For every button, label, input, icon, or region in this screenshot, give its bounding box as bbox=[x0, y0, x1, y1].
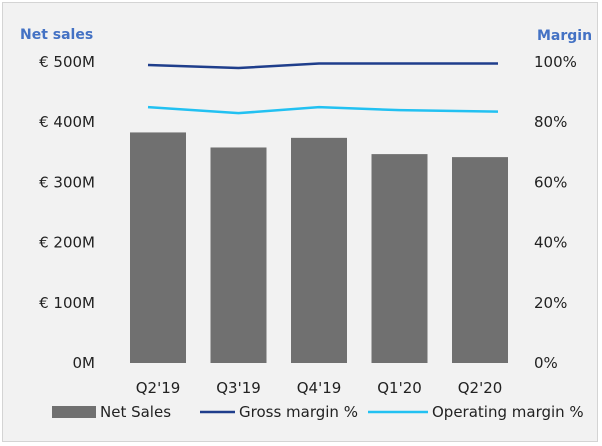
right-tick-label: 60% bbox=[534, 173, 567, 191]
legend-swatch-net-sales bbox=[52, 406, 96, 418]
net-sales-bar bbox=[291, 137, 347, 363]
left-tick-label: € 100M bbox=[39, 294, 95, 312]
category-label: Q2'20 bbox=[458, 379, 503, 397]
legend-label: Gross margin % bbox=[239, 403, 358, 421]
left-tick-label: € 300M bbox=[39, 173, 95, 191]
left-tick-label: € 500M bbox=[39, 53, 95, 71]
left-axis-title: Net sales bbox=[20, 27, 93, 43]
net-sales-bar bbox=[371, 154, 428, 363]
right-tick-label: 40% bbox=[534, 234, 567, 252]
right-axis-title: Margin bbox=[537, 28, 592, 44]
left-tick-label: 0M bbox=[73, 354, 96, 372]
category-label: Q2'19 bbox=[136, 379, 181, 397]
legend-label: Operating margin % bbox=[432, 403, 584, 421]
left-tick-label: € 400M bbox=[39, 113, 95, 131]
gross-margin-line bbox=[147, 62, 498, 70]
operating-margin-line bbox=[147, 105, 499, 115]
category-label: Q4'19 bbox=[297, 379, 342, 397]
right-tick-label: 20% bbox=[534, 294, 567, 312]
left-tick-label: € 200M bbox=[39, 234, 95, 252]
right-tick-label: 0% bbox=[534, 354, 558, 372]
net-sales-bar bbox=[130, 132, 186, 363]
category-label: Q3'19 bbox=[216, 379, 261, 397]
right-tick-label: 100% bbox=[534, 53, 577, 71]
legend-label: Net Sales bbox=[100, 403, 171, 421]
right-tick-label: 80% bbox=[534, 113, 567, 131]
net-sales-bar bbox=[210, 147, 267, 363]
category-label: Q1'20 bbox=[377, 379, 422, 397]
net-sales-bar bbox=[452, 157, 508, 363]
